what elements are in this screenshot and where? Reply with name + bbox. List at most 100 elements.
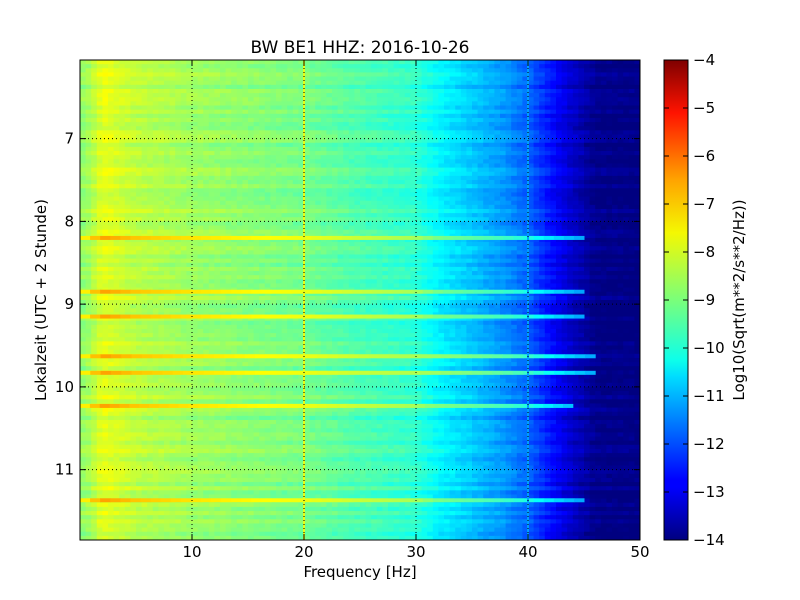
heatmap-cell <box>623 237 630 243</box>
heatmap-cell <box>85 105 92 111</box>
heatmap-cell <box>634 167 640 173</box>
heatmap-cell <box>287 208 294 214</box>
heatmap-cell <box>96 84 103 90</box>
heatmap-cell <box>214 237 221 243</box>
heatmap-cell <box>460 208 467 214</box>
heatmap-cell <box>572 250 579 256</box>
heatmap-cell <box>533 138 540 144</box>
heatmap-cell <box>281 88 288 94</box>
heatmap-cell <box>550 175 557 181</box>
heatmap-cell <box>164 159 171 165</box>
heatmap-cell <box>175 64 182 69</box>
heatmap-cell <box>124 159 131 165</box>
heatmap-cell <box>337 88 344 94</box>
heatmap-cell <box>304 64 311 69</box>
heatmap-cell <box>628 254 635 260</box>
heatmap-cell <box>399 242 406 247</box>
heatmap-cell <box>158 175 165 181</box>
heatmap-cell <box>85 155 92 160</box>
heatmap-cell <box>438 138 445 144</box>
heatmap-cell <box>119 101 126 107</box>
heatmap-cell <box>432 175 439 181</box>
heatmap-cell <box>416 138 423 144</box>
heatmap-cell <box>242 64 249 69</box>
heatmap-cell <box>533 80 540 86</box>
heatmap-cell <box>259 126 266 131</box>
heatmap-cell <box>186 68 193 74</box>
heatmap-cell <box>270 204 277 210</box>
heatmap-cell <box>516 258 523 264</box>
heatmap-cell <box>449 88 456 94</box>
heatmap-cell <box>421 101 428 107</box>
heatmap-cell <box>348 225 355 231</box>
heatmap-cell <box>242 246 249 251</box>
heatmap-cell <box>147 171 154 177</box>
heatmap-cell <box>315 237 322 243</box>
heatmap-cell <box>309 221 316 227</box>
heatmap-cell <box>147 217 154 222</box>
heatmap-cell <box>455 84 462 90</box>
heatmap-cell <box>203 258 210 264</box>
heatmap-cell <box>410 180 417 185</box>
heatmap-cell <box>628 130 635 136</box>
heatmap-cell <box>91 151 98 156</box>
heatmap-cell <box>606 130 613 136</box>
heatmap-cell <box>287 167 294 173</box>
heatmap-cell <box>309 142 316 148</box>
heatmap-cell <box>455 175 462 181</box>
heatmap-cell <box>483 80 490 86</box>
heatmap-cell <box>416 109 423 115</box>
heatmap-cell <box>584 254 591 260</box>
heatmap-cell <box>488 204 495 210</box>
heatmap-cell <box>326 76 333 82</box>
heatmap-cell <box>511 225 518 231</box>
heatmap-cell <box>298 93 305 98</box>
heatmap-cell <box>180 159 187 165</box>
heatmap-cell <box>466 188 473 194</box>
heatmap-cell <box>337 254 344 260</box>
heatmap-cell <box>337 126 344 131</box>
heatmap-cell <box>152 262 159 268</box>
heatmap-cell <box>236 113 243 119</box>
heatmap-cell <box>264 250 271 256</box>
heatmap-cell <box>298 246 305 251</box>
heatmap-cell <box>628 237 635 243</box>
heatmap-cell <box>158 254 165 260</box>
heatmap-cell <box>460 76 467 82</box>
heatmap-cell <box>119 80 126 86</box>
heatmap-cell <box>432 237 439 243</box>
heatmap-cell <box>404 126 411 131</box>
heatmap-cell <box>371 237 378 243</box>
heatmap-cell <box>214 64 221 69</box>
heatmap-cell <box>600 242 607 247</box>
heatmap-cell <box>623 208 630 214</box>
heatmap-cell <box>595 204 602 210</box>
heatmap-cell <box>376 134 383 140</box>
heatmap-cell <box>197 159 204 165</box>
heatmap-cell <box>175 180 182 185</box>
heatmap-cell <box>505 134 512 140</box>
heatmap-cell <box>113 175 120 181</box>
heatmap-cell <box>354 105 361 111</box>
heatmap-cell <box>606 101 613 107</box>
heatmap-cell <box>634 213 640 218</box>
heatmap-cell <box>242 80 249 86</box>
heatmap-cell <box>500 237 507 243</box>
heatmap-cell <box>180 105 187 111</box>
heatmap-cell <box>572 117 579 123</box>
heatmap-cell <box>113 213 120 218</box>
heatmap-cell <box>399 134 406 140</box>
heatmap-cell <box>242 242 249 247</box>
heatmap-cell <box>348 159 355 165</box>
heatmap-cell <box>108 134 115 140</box>
heatmap-cell <box>634 142 640 148</box>
heatmap-cell <box>376 80 383 86</box>
heatmap-cell <box>309 151 316 156</box>
heatmap-cell <box>393 138 400 144</box>
heatmap-cell <box>85 122 92 127</box>
heatmap-cell <box>220 60 227 65</box>
heatmap-cell <box>404 188 411 194</box>
heatmap-cell <box>281 101 288 107</box>
heatmap-cell <box>304 213 311 218</box>
heatmap-cell <box>623 192 630 198</box>
